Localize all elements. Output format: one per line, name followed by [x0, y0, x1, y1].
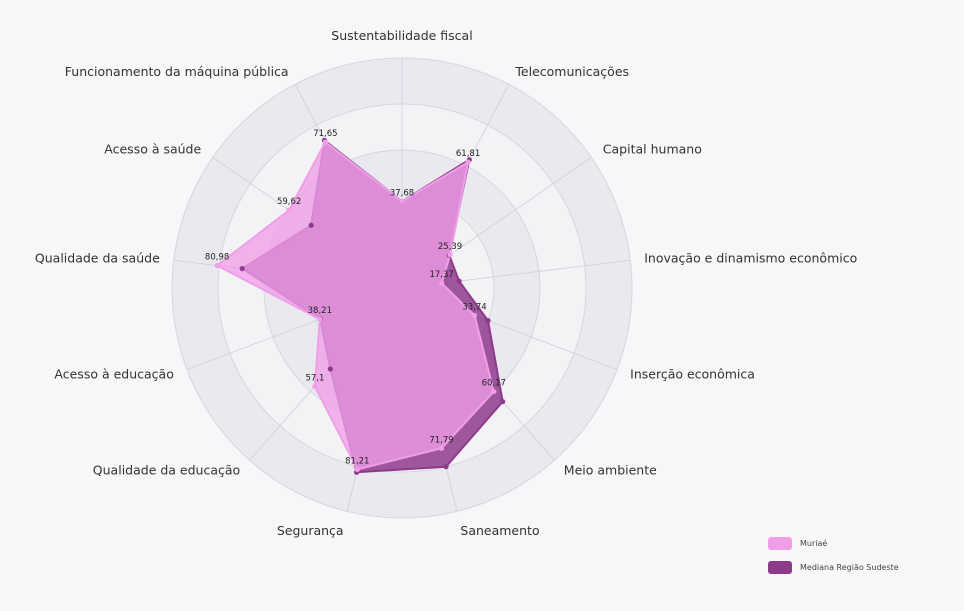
data-label-muriae: 60,17	[482, 379, 506, 389]
legend-swatch-muriae	[768, 536, 792, 550]
data-point-muriae	[491, 388, 497, 395]
data-point-muriae	[286, 207, 292, 213]
axis-label: Qualidade da educação	[93, 463, 240, 478]
legend-item-mediana[interactable]: Mediana Região Sudeste	[768, 560, 948, 574]
data-label-muriae: 37,68	[390, 188, 414, 198]
axis-label: Meio ambiente	[564, 463, 657, 478]
data-point-mediana	[239, 265, 245, 272]
data-label-muriae: 80,98	[205, 253, 229, 263]
axis-label: Funcionamento da máquina pública	[65, 64, 289, 79]
axis-label: Capital humano	[603, 141, 702, 156]
legend-item-muriae[interactable]: Muriaé	[768, 536, 948, 550]
data-point-mediana	[327, 366, 333, 372]
data-point-muriae	[471, 312, 478, 319]
data-point-muriae	[399, 198, 405, 204]
data-point-muriae	[322, 139, 329, 145]
data-point-muriae	[465, 159, 471, 165]
data-point-mediana	[500, 399, 506, 405]
legend-label-muriae: Muriaé	[800, 538, 828, 548]
axis-label: Inserção econômica	[630, 367, 755, 382]
data-label-muriae: 81,21	[345, 456, 369, 466]
data-label-muriae: 38,21	[308, 306, 332, 316]
data-point-mediana	[456, 278, 462, 284]
chart-legend: Muriaé Mediana Região Sudeste	[768, 536, 948, 584]
axis-label: Acesso à educação	[54, 367, 173, 382]
data-label-muriae: 25,39	[438, 242, 462, 252]
data-point-muriae	[317, 316, 323, 322]
data-label-muriae: 57,1	[305, 373, 324, 383]
data-point-muriae	[214, 262, 220, 269]
data-point-muriae	[354, 466, 360, 472]
axis-label: Inovação e dinamismo econômico	[644, 251, 857, 266]
axis-label: Sustentabilidade fiscal	[331, 28, 472, 43]
data-label-muriae: 33,74	[462, 303, 486, 313]
data-point-muriae	[312, 383, 318, 389]
legend-label-mediana: Mediana Região Sudeste	[800, 562, 899, 572]
data-label-muriae: 61,81	[456, 149, 480, 159]
data-label-muriae: 71,79	[429, 435, 453, 445]
axis-label: Segurança	[277, 523, 344, 538]
data-label-muriae: 59,62	[277, 197, 301, 207]
legend-swatch-mediana	[768, 560, 792, 574]
axis-label: Telecomunicações	[514, 64, 629, 79]
data-point-muriae	[447, 252, 453, 258]
axis-label: Qualidade da saúde	[35, 251, 160, 266]
data-point-mediana	[308, 222, 314, 228]
axis-label: Acesso à saúde	[104, 141, 201, 156]
data-point-muriae	[439, 280, 445, 286]
data-point-mediana	[485, 318, 491, 324]
data-label-muriae: 71,65	[313, 129, 337, 139]
data-point-mediana	[443, 464, 449, 470]
axis-label: Saneamento	[460, 523, 539, 538]
data-label-muriae: 17,37	[429, 270, 453, 280]
series-area-muriae	[216, 141, 495, 471]
data-point-muriae	[438, 445, 445, 451]
